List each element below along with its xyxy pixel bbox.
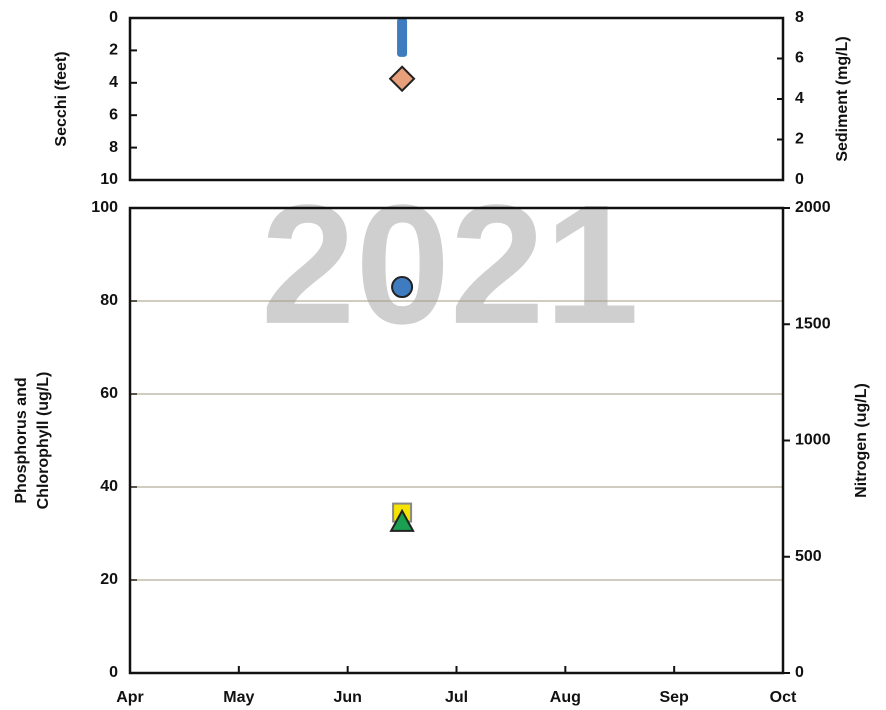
diamond-marker: [388, 65, 416, 93]
y-tick-label: 80: [100, 292, 118, 309]
y2-axis-label: Nitrogen (ug/L): [853, 383, 870, 498]
y-tick-label: 10: [100, 171, 118, 188]
y-tick-label: 2: [109, 42, 118, 59]
y-tick-label: 8: [109, 139, 118, 156]
y-axis-label: Chlorophyll (ug/L): [35, 372, 52, 510]
x-tick-label: Jun: [333, 689, 361, 706]
y2-tick-label: 8: [795, 9, 804, 26]
y-tick-label: 100: [91, 199, 118, 216]
circle-marker: [391, 276, 414, 299]
x-tick-label: Oct: [770, 689, 797, 706]
plot-frame: [128, 16, 785, 182]
y2-tick-label: 2000: [795, 199, 831, 216]
x-tick-label: Sep: [659, 689, 689, 706]
y-tick-label: 0: [109, 664, 118, 681]
x-tick-label: Apr: [116, 689, 144, 706]
x-tick-label: Aug: [550, 689, 581, 706]
y2-tick-label: 6: [795, 50, 804, 67]
y-tick-label: 60: [100, 385, 118, 402]
y2-tick-label: 4: [795, 90, 804, 107]
x-tick-label: May: [223, 689, 254, 706]
y2-tick-label: 500: [795, 548, 822, 565]
y2-tick-label: 1000: [795, 432, 831, 449]
y-tick-label: 20: [100, 571, 118, 588]
y-tick-label: 0: [109, 9, 118, 26]
y2-tick-label: 0: [795, 171, 804, 188]
y2-tick-label: 2: [795, 131, 804, 148]
y-tick-label: 4: [109, 74, 118, 91]
x-tick-label: Jul: [445, 689, 468, 706]
y-tick-label: 40: [100, 478, 118, 495]
y2-axis-label: Sediment (mg/L): [834, 36, 851, 161]
triangle-marker: [389, 508, 415, 532]
secchi-bar: [397, 18, 408, 57]
watermark: 2021: [261, 170, 639, 360]
y-axis-label: Phosphorus and: [13, 377, 30, 503]
y2-tick-label: 0: [795, 664, 804, 681]
y-axis-label: Secchi (feet): [53, 51, 70, 146]
y-tick-label: 6: [109, 106, 118, 123]
y2-tick-label: 1500: [795, 315, 831, 332]
plot-frame: [128, 206, 785, 675]
